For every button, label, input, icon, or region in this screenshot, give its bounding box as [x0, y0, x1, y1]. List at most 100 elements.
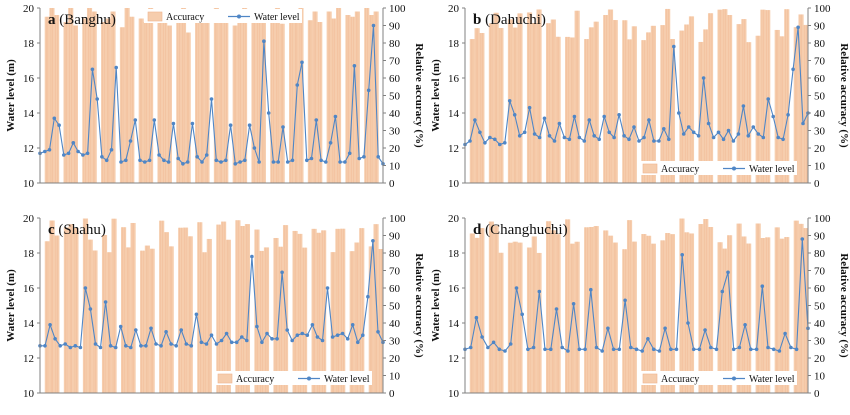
water-level-point — [577, 135, 582, 140]
accuracy-bar — [182, 227, 189, 393]
water-level-point — [520, 312, 524, 317]
right-tick-label: 50 — [814, 91, 826, 103]
legend-background — [144, 9, 302, 23]
water-level-point — [478, 130, 482, 135]
water-level-point — [185, 160, 190, 164]
accuracy-bar — [584, 227, 590, 393]
accuracy-bar — [273, 237, 279, 393]
water-level-point — [697, 347, 702, 352]
water-level-point — [95, 97, 99, 101]
water-level-point — [701, 76, 706, 80]
right-tick-label: 60 — [814, 73, 826, 85]
water-level-point — [642, 135, 646, 140]
water-level-point — [777, 349, 782, 353]
panel-changhuchi: 10 12 14 16 18 20 0 10 20 30 40 50 60 70 80 90 100 Water … — [425, 210, 850, 415]
water-level-point — [152, 118, 157, 122]
accuracy-bar — [779, 238, 785, 393]
accuracy-bar — [335, 228, 341, 393]
legend-accuracy-swatch — [217, 373, 233, 384]
accuracy-bar — [622, 249, 628, 393]
accuracy-bar — [703, 219, 709, 393]
accuracy-bar — [746, 42, 752, 183]
water-level-point — [144, 344, 148, 348]
water-level-point — [195, 155, 199, 159]
water-level-point — [582, 139, 587, 143]
accuracy-bar — [140, 250, 146, 393]
water-level-points — [38, 239, 385, 350]
legend-accuracy-label: Accuracy — [236, 374, 274, 385]
accuracy-bar — [669, 39, 676, 183]
panel-title: a (Banghu) — [48, 12, 116, 28]
left-tick-label: 20 — [448, 3, 460, 15]
accuracy-bar — [517, 13, 523, 183]
accuracy-bar — [760, 9, 766, 184]
water-level-point — [691, 347, 696, 352]
water-level-point — [290, 158, 295, 163]
accuracy-bar — [803, 228, 809, 393]
left-tick-label: 10 — [448, 178, 460, 190]
y-axis-title: Water level (m) — [430, 59, 442, 132]
left-tick-label: 14 — [448, 318, 460, 330]
left-tick-label: 12 — [448, 143, 459, 155]
accuracy-bar — [178, 227, 184, 393]
accuracy-bar — [526, 12, 533, 184]
accuracy-bar — [235, 220, 241, 393]
accuracy-bar — [378, 249, 384, 393]
water-level-point — [480, 335, 484, 339]
y2-axis-title: Relative accuracy (%) — [838, 253, 850, 358]
water-level-point — [224, 331, 229, 336]
water-level-point — [260, 340, 264, 345]
water-level-point — [526, 347, 530, 352]
water-level-point — [783, 331, 787, 336]
accuracy-bar — [168, 246, 174, 393]
accuracy-bar — [479, 33, 485, 183]
water-level-point — [488, 135, 492, 140]
right-tick-label: 20 — [389, 353, 401, 365]
water-level-point — [720, 289, 725, 294]
accuracy-bar — [760, 238, 766, 393]
legend-accuracy-label: Accuracy — [661, 374, 699, 385]
legend-water-label: Water level — [749, 164, 795, 175]
accuracy-bar — [130, 222, 136, 393]
water-level-point — [531, 345, 536, 350]
accuracy-bar — [641, 234, 647, 393]
water-level-point — [691, 130, 696, 135]
water-level-point — [776, 135, 780, 140]
left-tick-label: 14 — [448, 108, 460, 120]
water-level-point — [43, 149, 47, 154]
right-tick-label: 10 — [814, 161, 826, 173]
legend-water-label: Water level — [254, 12, 300, 23]
water-level-point — [361, 333, 365, 337]
water-level-point — [83, 286, 88, 290]
water-level-point — [209, 97, 214, 101]
water-level-point — [362, 155, 366, 159]
water-level-point — [238, 160, 242, 164]
accuracy-bar — [669, 234, 676, 393]
water-level-point — [474, 315, 479, 320]
accuracy-bar — [679, 218, 685, 393]
accuracy-bar — [148, 8, 154, 183]
water-level-point — [473, 118, 477, 122]
accuracy-bar — [650, 25, 656, 183]
right-tick-label: 10 — [814, 371, 826, 383]
water-level-point — [209, 333, 214, 337]
accuracy-bar — [612, 20, 618, 183]
panel-letter: a — [48, 12, 56, 28]
water-level-point — [176, 156, 180, 161]
water-level-point — [571, 302, 576, 306]
accuracy-bar — [63, 227, 69, 393]
accuracy-bar — [187, 236, 193, 393]
water-level-point — [47, 148, 52, 152]
water-level-point — [566, 349, 570, 353]
panel-letter: b — [473, 12, 481, 28]
y2-axis-title: Relative accuracy (%) — [413, 253, 425, 358]
water-level-point — [114, 65, 118, 70]
water-level-point — [325, 286, 330, 290]
water-level-point — [320, 338, 325, 343]
water-level-point — [751, 125, 756, 129]
accuracy-bar — [87, 239, 93, 393]
accuracy-bar — [125, 247, 131, 393]
right-tick-label: 100 — [389, 213, 406, 225]
water-level-point — [113, 345, 118, 350]
water-level-point — [647, 118, 651, 122]
